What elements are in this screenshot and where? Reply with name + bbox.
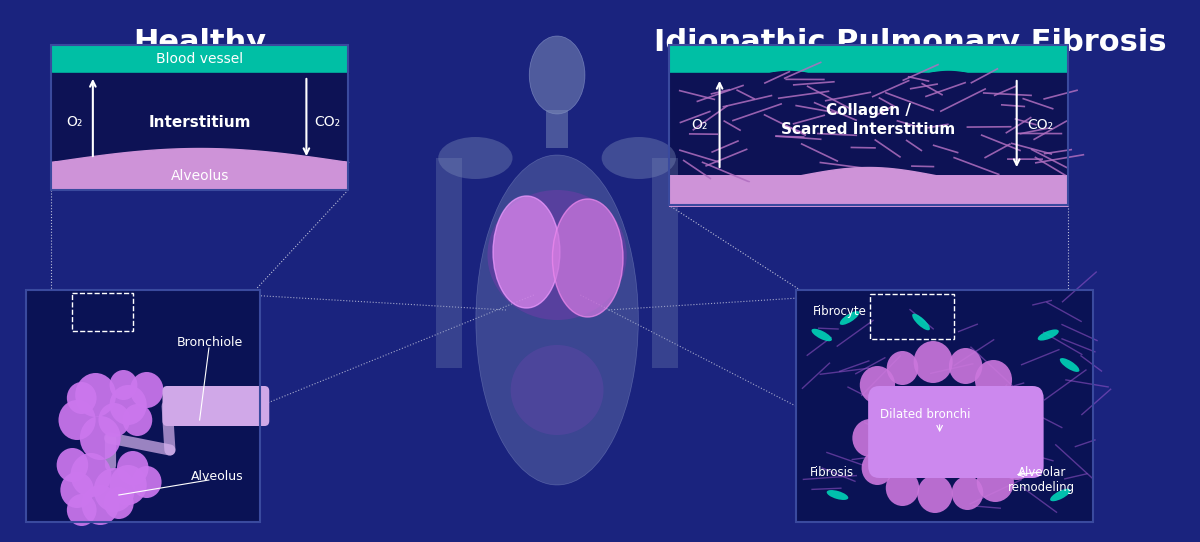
Circle shape: [917, 475, 953, 513]
Ellipse shape: [1038, 330, 1058, 340]
Text: O₂: O₂: [691, 118, 707, 132]
Bar: [668, 45, 1068, 73]
Text: Fibrocyte: Fibrocyte: [812, 306, 866, 319]
Bar: [52, 162, 348, 190]
Circle shape: [1000, 444, 1033, 480]
Circle shape: [109, 465, 146, 505]
Text: CO₂: CO₂: [1027, 118, 1052, 132]
Bar: [796, 290, 1093, 522]
Bar: [52, 45, 348, 190]
Circle shape: [859, 366, 895, 404]
Ellipse shape: [1060, 358, 1080, 372]
Text: Alveolus: Alveolus: [170, 169, 229, 183]
Text: Interstitium: Interstitium: [149, 115, 251, 130]
Ellipse shape: [1050, 489, 1070, 501]
Ellipse shape: [476, 155, 638, 485]
FancyBboxPatch shape: [162, 386, 269, 426]
Text: Healthy: Healthy: [133, 28, 266, 57]
Circle shape: [949, 348, 983, 384]
Ellipse shape: [438, 137, 512, 179]
Ellipse shape: [840, 311, 859, 325]
Bar: [52, 45, 348, 73]
Circle shape: [977, 462, 1014, 502]
Circle shape: [122, 404, 152, 436]
Circle shape: [862, 451, 893, 485]
Bar: [437, 158, 462, 368]
Bar: [870, 294, 954, 339]
Circle shape: [998, 386, 1030, 420]
Text: Blood vessel: Blood vessel: [156, 52, 244, 66]
Circle shape: [852, 419, 888, 457]
Ellipse shape: [827, 490, 848, 500]
Bar: [668, 45, 1068, 205]
Bar: [52, 45, 348, 190]
Text: CO₂: CO₂: [313, 115, 340, 130]
Circle shape: [132, 466, 162, 498]
Circle shape: [71, 453, 112, 497]
Circle shape: [913, 341, 953, 383]
Circle shape: [59, 400, 96, 440]
Ellipse shape: [511, 345, 604, 435]
Ellipse shape: [529, 36, 584, 114]
Ellipse shape: [493, 196, 560, 308]
Circle shape: [94, 468, 134, 512]
Ellipse shape: [601, 137, 676, 179]
Bar: [668, 45, 1068, 205]
Text: Idiopathic Pulmonary Fibrosis: Idiopathic Pulmonary Fibrosis: [654, 28, 1166, 57]
Circle shape: [1003, 414, 1038, 452]
Text: Bronchiole: Bronchiole: [178, 335, 244, 349]
Text: Alveolus: Alveolus: [191, 470, 244, 483]
Text: O₂: O₂: [66, 115, 83, 130]
Ellipse shape: [487, 190, 626, 320]
Circle shape: [67, 382, 96, 414]
Text: Fibrosis: Fibrosis: [810, 466, 853, 479]
Bar: [668, 175, 1068, 207]
Circle shape: [116, 451, 149, 485]
Circle shape: [82, 485, 119, 525]
Circle shape: [974, 360, 1012, 400]
Text: Collagen /
Scarred Interstitium: Collagen / Scarred Interstitium: [781, 102, 955, 138]
Circle shape: [98, 403, 130, 437]
Bar: [796, 290, 1093, 522]
Circle shape: [56, 448, 89, 482]
Circle shape: [887, 351, 918, 385]
Text: Alveolar
remodeling: Alveolar remodeling: [1008, 466, 1075, 494]
Ellipse shape: [811, 329, 832, 341]
Circle shape: [80, 416, 121, 460]
Bar: [26, 290, 260, 522]
FancyBboxPatch shape: [868, 386, 1044, 478]
Text: Dilated bronchi: Dilated bronchi: [881, 409, 971, 422]
Ellipse shape: [552, 199, 623, 317]
Circle shape: [130, 372, 163, 408]
Bar: [652, 158, 678, 368]
Bar: [72, 293, 133, 331]
Circle shape: [60, 472, 94, 508]
Bar: [546, 110, 569, 148]
Circle shape: [109, 385, 146, 425]
Circle shape: [67, 494, 96, 526]
Ellipse shape: [912, 314, 930, 330]
Circle shape: [952, 476, 983, 510]
Circle shape: [109, 370, 138, 400]
Circle shape: [886, 470, 919, 506]
Circle shape: [76, 373, 116, 417]
Circle shape: [104, 487, 133, 519]
Bar: [26, 290, 260, 522]
